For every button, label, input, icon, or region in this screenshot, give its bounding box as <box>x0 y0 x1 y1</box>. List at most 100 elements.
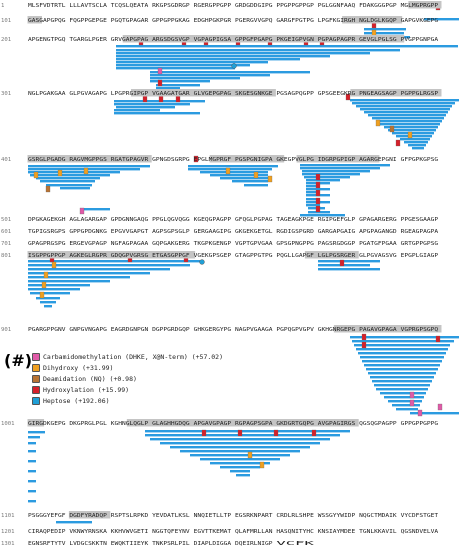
peptide-bar <box>28 288 80 291</box>
sequence-block: GPSGEEGKRG <box>318 91 356 97</box>
sequence-block: AGKEGLRGPR <box>69 253 107 259</box>
line-number: 1301 <box>1 541 14 547</box>
hydroxylation-swatch <box>32 386 40 394</box>
legend-item-dihydroxy: Dihydroxy (+31.99) <box>32 364 113 375</box>
peptide-bar <box>28 276 130 279</box>
sequence-block: VGPRGPSGPQ <box>401 327 439 333</box>
peptide-bar <box>210 462 270 465</box>
heptose-marker <box>231 63 237 69</box>
sequence-coverage-highlight <box>27 419 45 427</box>
sequence-block: GERGAAGIPG <box>194 229 232 235</box>
sequence-block: DKGPRGLPGL <box>69 421 107 427</box>
peptide-bar <box>44 305 52 308</box>
sequence-coverage-highlight <box>350 89 442 97</box>
peptide-bar <box>156 84 200 87</box>
sequence-block: EPGPLGIAGP <box>401 253 439 259</box>
sequence-block: GARGAPGAIG <box>318 229 356 235</box>
legend-marker: (#) <box>4 351 33 370</box>
sequence-block: LLLAVTSCLA <box>69 3 107 9</box>
legend-item-hydroxylation: Hydroxylation (+15.99) <box>32 386 129 397</box>
sequence-block: GDQGPVGRSG <box>111 253 149 259</box>
line-number: 501 <box>1 217 11 223</box>
modification-marker <box>389 125 395 133</box>
sequence-block: PGPAGPAGPR <box>318 37 356 43</box>
sequence-block: QGSNDVELVA <box>401 529 439 535</box>
peptide-bar <box>28 431 45 434</box>
sequence-block: NGLDGLKGQP <box>359 18 397 24</box>
sequence-coverage-highlight <box>27 16 42 24</box>
peptide-bar <box>396 135 432 138</box>
sequence-block: EGNSRFTYTV <box>28 541 66 547</box>
sequence-block: VKNWYRNSKA <box>69 529 107 535</box>
sequence-block: RGIPGEFGLP <box>318 217 356 223</box>
modification-marker <box>83 167 89 175</box>
line-number: 1101 <box>1 513 14 519</box>
peptide-bar <box>145 430 350 433</box>
sequence-block: GIRGDKGEPG <box>28 421 66 427</box>
line-number: 701 <box>1 241 11 247</box>
modification-marker <box>247 451 253 459</box>
peptide-bar <box>28 470 36 473</box>
modification-marker <box>253 171 259 179</box>
line-number: 801 <box>1 253 11 259</box>
sequence-block: GLPGVAGAPG <box>69 91 107 97</box>
sequence-block: GSRGLPGADG <box>28 157 66 163</box>
heptose-swatch <box>32 397 40 405</box>
peptide-bar <box>160 442 320 445</box>
peptide-bar <box>116 106 175 109</box>
sequence-block: DPGKAGEKGH <box>28 217 66 223</box>
sequence-block: PPGESGAAGP <box>401 217 439 223</box>
modification-marker <box>409 391 415 399</box>
sequence-coverage-highlight <box>209 155 285 163</box>
peptide-bar <box>116 58 300 61</box>
peptide-bar <box>356 348 448 351</box>
sequence-block: NGGTQFEYNV <box>152 529 190 535</box>
sequence-block: QLAFMRLLAN <box>235 529 273 535</box>
peptide-bar <box>28 480 36 483</box>
sequence-block: NQGCTMDAIK <box>359 513 397 519</box>
modification-marker <box>39 291 45 299</box>
peptide-bar <box>30 292 70 295</box>
sequence-block: NGFAGPAGAA <box>111 241 149 247</box>
modification-marker <box>51 261 57 269</box>
sequence-block: PPGLQGVQGG <box>152 217 190 223</box>
dihydroxy-swatch <box>32 364 40 372</box>
line-number: 301 <box>1 91 11 97</box>
modification-marker <box>267 175 273 183</box>
sequence-block: DGDFYRADQP <box>69 513 107 519</box>
modification-marker <box>409 399 415 407</box>
sequence-block: ISGPPGPPGP <box>28 253 66 259</box>
sequence-block: GQPGAKGERG <box>152 241 190 247</box>
modification-marker <box>273 429 279 437</box>
peptide-bar <box>400 138 430 141</box>
sequence-block: FQGPPGEPGE <box>69 18 107 24</box>
peptide-bar <box>306 179 340 182</box>
modification-marker <box>157 67 163 75</box>
sequence-block: GPAGARGERG <box>359 217 397 223</box>
peptide-bar <box>300 164 390 167</box>
sequence-block: PGPQGPVGPV <box>276 327 314 333</box>
peptide-bar <box>384 126 438 129</box>
modification-marker <box>225 167 231 175</box>
modification-marker <box>361 341 367 349</box>
carbamidomethylation-swatch <box>32 353 40 361</box>
line-number: 201 <box>1 37 11 43</box>
sequence-block: NGLPGAKGAA <box>28 91 66 97</box>
line-number: 101 <box>1 18 11 24</box>
sequence-block: GPPGPDGNKG <box>69 229 107 235</box>
peptide-bar <box>28 450 36 453</box>
peptide-bar <box>318 268 380 271</box>
peptide-bar <box>396 408 418 411</box>
sequence-block: EWQKTIIEYK <box>111 541 149 547</box>
sequence-block: GPNGDSGRPG <box>152 157 190 163</box>
sequence-block: LGLPGSRGER <box>318 253 356 259</box>
peptide-bar <box>244 184 268 187</box>
sequence-block: TCQSLQEATA <box>111 3 149 9</box>
sequence-block: GKDGRTGQPG <box>276 421 314 427</box>
sequence-block: GPPGFPGAPG <box>235 37 273 43</box>
modification-marker <box>57 169 63 177</box>
peptide-bar <box>60 187 90 190</box>
peptide-bar <box>28 264 190 267</box>
modification-marker <box>361 333 367 341</box>
